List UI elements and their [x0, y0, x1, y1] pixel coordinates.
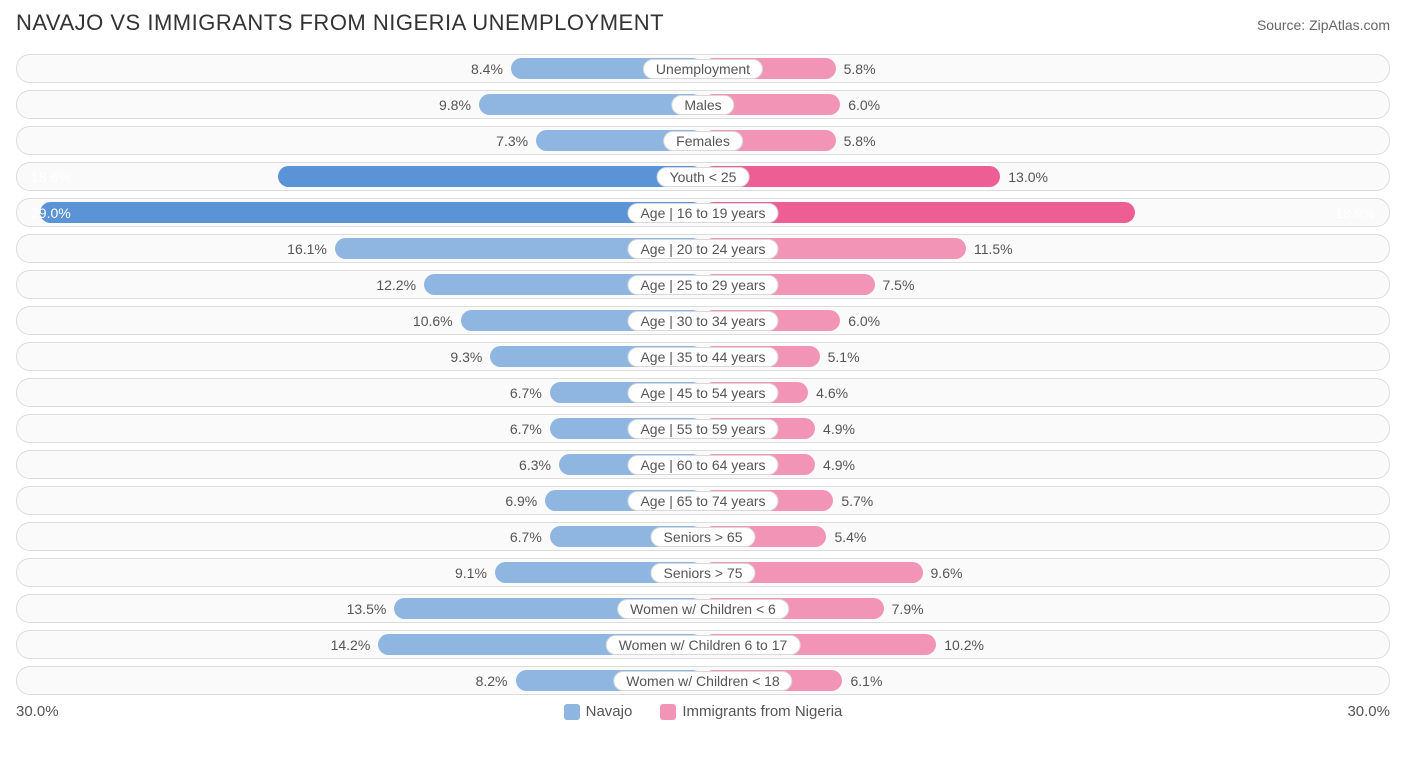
value-left: 6.3% [519, 457, 551, 473]
value-left: 6.7% [510, 529, 542, 545]
value-left: 6.9% [505, 493, 537, 509]
value-right: 9.6% [931, 565, 963, 581]
bar-left [479, 94, 703, 115]
value-left: 6.7% [510, 421, 542, 437]
chart-row: 16.1% 11.5% Age | 20 to 24 years [16, 234, 1390, 263]
value-left: 18.6% [21, 169, 81, 185]
chart-row: 12.2% 7.5% Age | 25 to 29 years [16, 270, 1390, 299]
chart-row: 10.6% 6.0% Age | 30 to 34 years [16, 306, 1390, 335]
value-right: 5.8% [844, 61, 876, 77]
value-right: 6.0% [848, 97, 880, 113]
category-label: Males [671, 95, 734, 115]
category-label: Age | 45 to 54 years [627, 383, 778, 403]
value-left: 8.2% [476, 673, 508, 689]
bar-left [40, 202, 703, 223]
chart-row: 14.2% 10.2% Women w/ Children 6 to 17 [16, 630, 1390, 659]
category-label: Unemployment [643, 59, 763, 79]
value-left: 16.1% [287, 241, 327, 257]
legend-item-left: Navajo [564, 703, 633, 720]
chart-row: 18.6% 13.0% Youth < 25 [16, 162, 1390, 191]
chart-row: 29.0% 18.9% Age | 16 to 19 years [16, 198, 1390, 227]
value-left: 14.2% [331, 637, 371, 653]
value-left: 9.3% [450, 349, 482, 365]
value-left: 9.1% [455, 565, 487, 581]
legend-swatch-left [564, 704, 580, 720]
legend-label-right: Immigrants from Nigeria [682, 703, 842, 720]
chart-row: 9.3% 5.1% Age | 35 to 44 years [16, 342, 1390, 371]
value-right: 18.9% [1325, 205, 1385, 221]
axis-max-left: 30.0% [16, 703, 59, 720]
value-left: 7.3% [496, 133, 528, 149]
value-right: 7.9% [892, 601, 924, 617]
value-right: 10.2% [944, 637, 984, 653]
chart-footer: 30.0% Navajo Immigrants from Nigeria 30.… [16, 703, 1390, 720]
value-left: 6.7% [510, 385, 542, 401]
value-right: 7.5% [883, 277, 915, 293]
legend: Navajo Immigrants from Nigeria [564, 703, 843, 720]
value-right: 13.0% [1008, 169, 1048, 185]
chart-row: 6.3% 4.9% Age | 60 to 64 years [16, 450, 1390, 479]
legend-label-left: Navajo [586, 703, 633, 720]
value-left: 13.5% [347, 601, 387, 617]
category-label: Age | 30 to 34 years [627, 311, 778, 331]
category-label: Seniors > 65 [651, 527, 756, 547]
chart-row: 6.7% 4.9% Age | 55 to 59 years [16, 414, 1390, 443]
axis-max-right: 30.0% [1347, 703, 1390, 720]
value-right: 5.8% [844, 133, 876, 149]
chart-row: 6.9% 5.7% Age | 65 to 74 years [16, 486, 1390, 515]
value-right: 11.5% [974, 241, 1013, 257]
category-label: Age | 35 to 44 years [627, 347, 778, 367]
value-right: 5.4% [834, 529, 866, 545]
value-left: 29.0% [21, 205, 81, 221]
chart-header: NAVAJO VS IMMIGRANTS FROM NIGERIA UNEMPL… [16, 10, 1390, 36]
legend-swatch-right [660, 704, 676, 720]
chart-row: 9.8% 6.0% Males [16, 90, 1390, 119]
chart-row: 13.5% 7.9% Women w/ Children < 6 [16, 594, 1390, 623]
value-right: 6.0% [848, 313, 880, 329]
category-label: Age | 65 to 74 years [627, 491, 778, 511]
chart-row: 7.3% 5.8% Females [16, 126, 1390, 155]
chart-title: NAVAJO VS IMMIGRANTS FROM NIGERIA UNEMPL… [16, 10, 664, 36]
category-label: Age | 25 to 29 years [627, 275, 778, 295]
value-left: 10.6% [413, 313, 453, 329]
category-label: Females [663, 131, 743, 151]
chart-row: 9.1% 9.6% Seniors > 75 [16, 558, 1390, 587]
value-right: 4.6% [816, 385, 848, 401]
category-label: Women w/ Children < 6 [617, 599, 789, 619]
value-right: 5.7% [841, 493, 873, 509]
value-right: 5.1% [828, 349, 860, 365]
chart-source: Source: ZipAtlas.com [1257, 17, 1390, 33]
bar-left [278, 166, 703, 187]
value-right: 6.1% [850, 673, 882, 689]
category-label: Seniors > 75 [651, 563, 756, 583]
value-right: 4.9% [823, 457, 855, 473]
value-right: 4.9% [823, 421, 855, 437]
category-label: Women w/ Children < 18 [613, 671, 792, 691]
category-label: Age | 20 to 24 years [627, 239, 778, 259]
legend-item-right: Immigrants from Nigeria [660, 703, 842, 720]
category-label: Women w/ Children 6 to 17 [606, 635, 801, 655]
chart-row: 6.7% 4.6% Age | 45 to 54 years [16, 378, 1390, 407]
category-label: Age | 60 to 64 years [627, 455, 778, 475]
category-label: Youth < 25 [657, 167, 750, 187]
value-left: 8.4% [471, 61, 503, 77]
chart-row: 8.4% 5.8% Unemployment [16, 54, 1390, 83]
value-left: 9.8% [439, 97, 471, 113]
diverging-bar-chart: 8.4% 5.8% Unemployment 9.8% 6.0% Males 7.3% 5.8… [16, 54, 1390, 695]
category-label: Age | 16 to 19 years [627, 203, 778, 223]
chart-row: 8.2% 6.1% Women w/ Children < 18 [16, 666, 1390, 695]
chart-row: 6.7% 5.4% Seniors > 65 [16, 522, 1390, 551]
value-left: 12.2% [376, 277, 416, 293]
category-label: Age | 55 to 59 years [627, 419, 778, 439]
